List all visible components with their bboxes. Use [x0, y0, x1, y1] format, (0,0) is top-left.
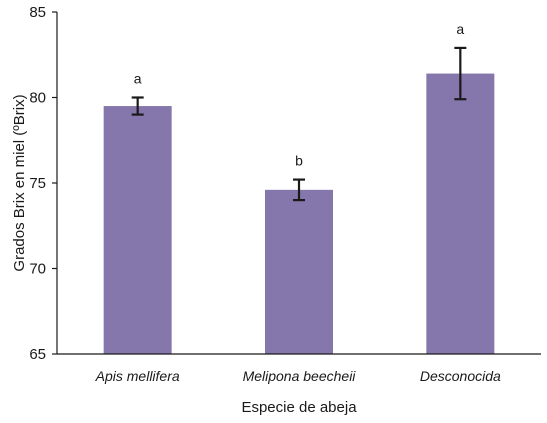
x-tick-label: Melipona beecheii	[243, 368, 357, 384]
y-axis-ticks: 65 70 75 80 85	[29, 4, 57, 363]
x-axis-title: Especie de abeja	[241, 399, 357, 416]
x-tick-label: Apis mellifera	[95, 368, 180, 384]
bar	[103, 106, 172, 354]
error-bar	[131, 96, 144, 116]
error-bars	[131, 46, 467, 202]
bars	[103, 73, 495, 354]
error-bar	[293, 178, 305, 202]
significance-letter: a	[134, 71, 142, 87]
y-tick-label: 75	[29, 175, 46, 192]
x-axis-categories: Apis mellifera Melipona beecheii Desconoci…	[95, 368, 501, 384]
bar	[265, 189, 333, 354]
y-tick-label: 85	[29, 4, 46, 21]
significance-letter: a	[456, 21, 464, 37]
y-tick-label: 80	[29, 90, 46, 107]
significance-letter: b	[295, 153, 303, 169]
y-tick-label: 70	[29, 261, 46, 278]
significance-letters: a b a	[134, 21, 465, 169]
y-axis-title: Grados Brix en miel (ºBrix)	[11, 94, 28, 271]
x-tick-label: Desconocida	[420, 368, 501, 384]
bar	[426, 73, 495, 354]
error-bar	[454, 46, 467, 101]
y-tick-label: 65	[29, 346, 46, 363]
